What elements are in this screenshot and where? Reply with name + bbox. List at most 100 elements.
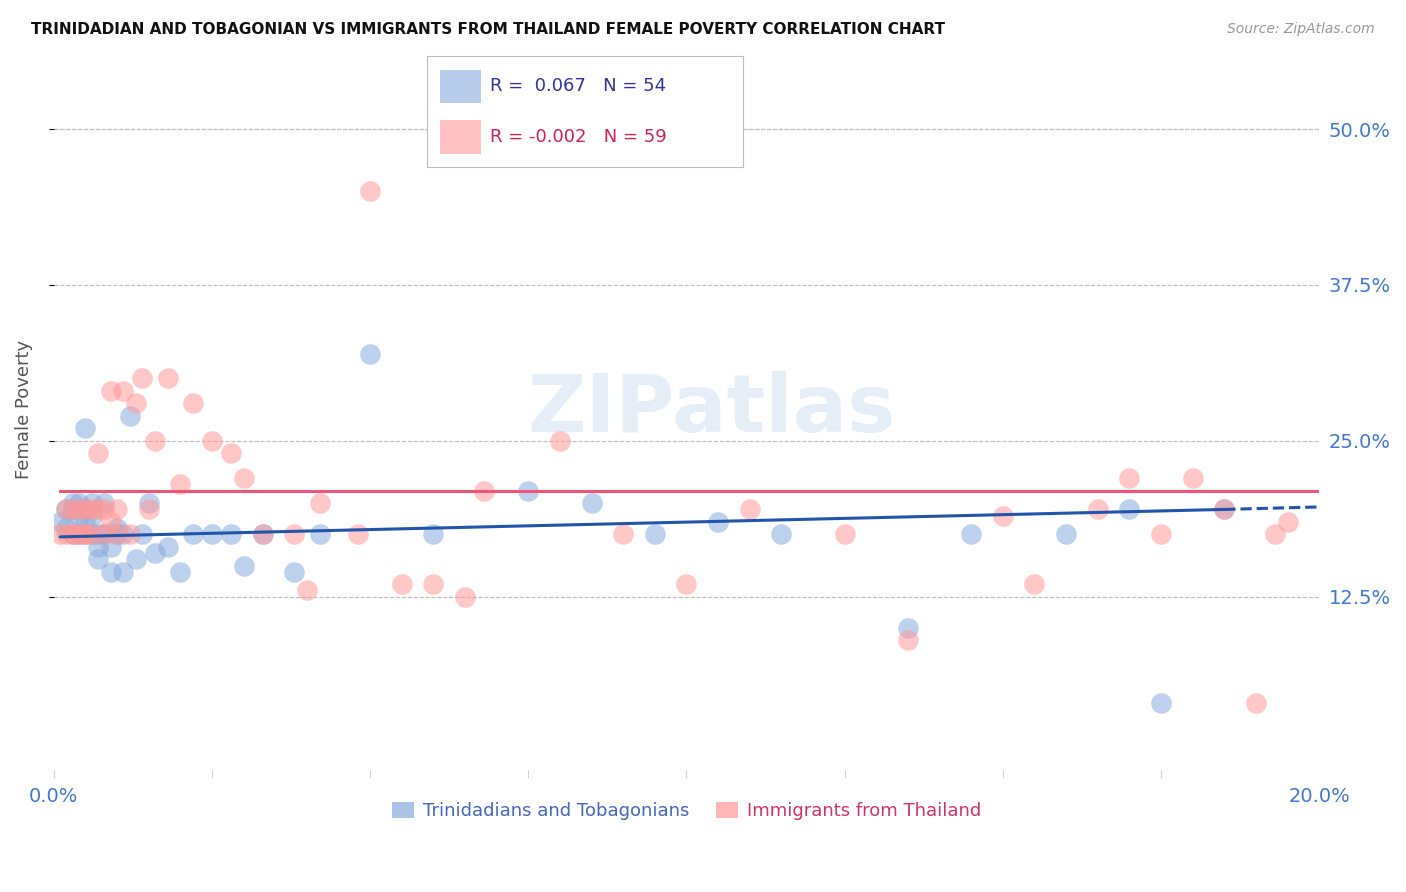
Point [112,384,135,398]
Point [118,527,141,541]
Point [169,565,191,579]
Text: TRINIDADIAN AND TOBAGONIAN VS IMMIGRANTS FROM THAILAND FEMALE POVERTY CORRELATIO: TRINIDADIAN AND TOBAGONIAN VS IMMIGRANTS… [31,22,945,37]
Point [644,527,666,541]
Point [75,502,97,516]
Point [105,521,128,535]
Point [232,558,254,573]
Point [359,185,381,199]
Point [252,527,274,541]
Point [118,409,141,423]
Point [143,434,166,448]
Point [93,527,115,541]
Point [454,590,477,604]
Point [1213,502,1236,516]
Point [422,577,444,591]
Point [67,502,90,516]
Point [252,527,274,541]
Point [62,527,84,541]
Point [138,502,160,516]
Point [75,421,97,435]
Text: Source: ZipAtlas.com: Source: ZipAtlas.com [1227,22,1375,37]
Point [219,527,242,541]
Y-axis label: Female Poverty: Female Poverty [15,340,32,479]
Point [472,483,495,498]
Point [55,502,77,516]
Point [62,527,84,541]
Point [67,508,90,523]
Point [80,502,103,516]
Point [232,471,254,485]
Point [100,565,122,579]
Point [181,527,204,541]
Point [143,546,166,560]
Point [201,527,224,541]
Point [1150,696,1173,710]
Point [112,527,135,541]
Point [960,527,983,541]
Point [93,527,115,541]
Point [283,565,305,579]
Point [219,446,242,460]
Point [105,527,128,541]
Point [138,496,160,510]
Point [548,434,571,448]
Point [55,527,77,541]
Point [897,633,920,648]
Point [517,483,540,498]
Point [105,502,128,516]
Point [62,527,84,541]
Point [131,371,153,385]
Point [1087,502,1109,516]
Point [581,496,603,510]
Point [49,515,72,529]
Point [1118,502,1140,516]
Point [1118,471,1140,485]
Point [80,527,103,541]
Point [391,577,413,591]
Point [87,446,110,460]
Point [67,496,90,510]
Point [1264,527,1286,541]
Point [346,527,368,541]
Point [67,527,90,541]
Point [1181,471,1204,485]
Point [93,496,115,510]
Point [422,527,444,541]
Point [62,502,84,516]
Point [707,515,730,529]
Point [1244,696,1267,710]
Point [75,515,97,529]
Point [308,496,330,510]
Point [675,577,697,591]
Point [55,521,77,535]
Point [897,621,920,635]
Point [1213,502,1236,516]
Point [156,540,179,554]
Point [112,565,135,579]
Point [62,502,84,516]
Point [308,527,330,541]
Point [1024,577,1046,591]
Point [80,508,103,523]
Point [100,540,122,554]
Point [283,527,305,541]
Point [131,527,153,541]
Point [80,527,103,541]
Point [738,502,761,516]
Point [834,527,856,541]
Point [201,434,224,448]
Point [770,527,793,541]
Point [295,583,318,598]
Point [87,527,110,541]
Point [75,527,97,541]
Point [181,396,204,410]
Legend: Trinidadians and Tobagonians, Immigrants from Thailand: Trinidadians and Tobagonians, Immigrants… [385,795,988,828]
Point [125,552,148,566]
Point [75,527,97,541]
Point [105,527,128,541]
Point [991,508,1014,523]
Point [359,346,381,360]
Point [75,502,97,516]
Point [100,515,122,529]
Point [156,371,179,385]
